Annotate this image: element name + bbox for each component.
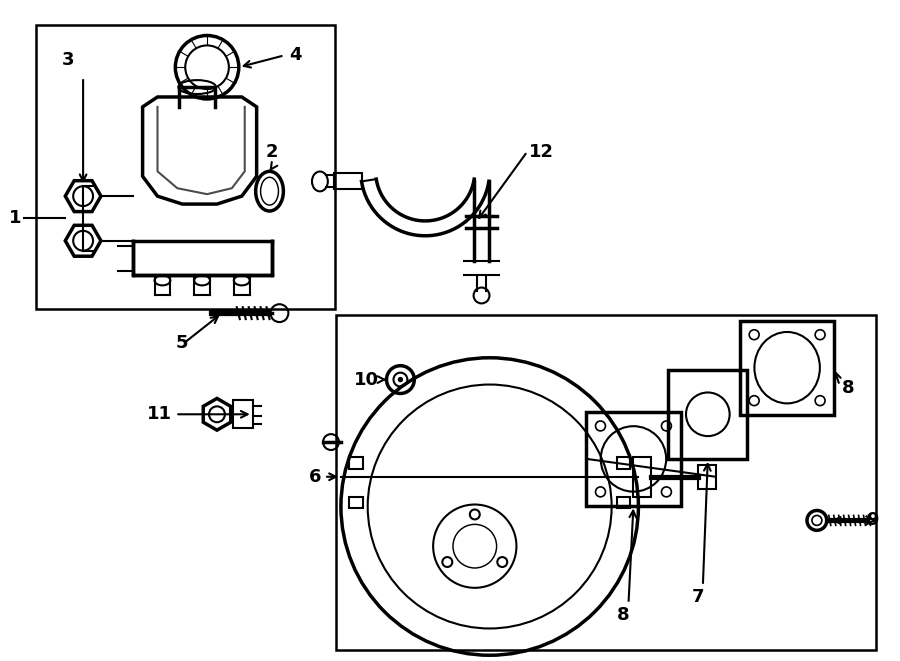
Bar: [336, 315, 877, 650]
Bar: [634, 457, 652, 496]
Text: 3: 3: [62, 52, 75, 69]
Circle shape: [399, 377, 402, 381]
Bar: [334, 173, 362, 189]
Bar: [35, 24, 335, 309]
Text: 11: 11: [148, 405, 173, 423]
Text: 5: 5: [176, 334, 188, 352]
Text: 8: 8: [842, 379, 854, 397]
Bar: [349, 457, 363, 469]
Text: 8: 8: [617, 605, 630, 624]
Bar: [233, 401, 253, 428]
Bar: [586, 412, 680, 506]
Bar: [698, 465, 716, 488]
Text: 10: 10: [354, 371, 379, 389]
Text: 2: 2: [266, 143, 278, 161]
Bar: [740, 321, 834, 415]
Text: 4: 4: [290, 46, 302, 64]
Text: 7: 7: [691, 588, 704, 606]
Text: 1: 1: [9, 209, 22, 227]
Text: 6: 6: [309, 468, 321, 486]
Bar: [616, 496, 631, 508]
Text: 12: 12: [529, 143, 554, 161]
Bar: [349, 496, 363, 508]
Text: 9: 9: [867, 512, 879, 529]
Bar: [616, 457, 631, 469]
